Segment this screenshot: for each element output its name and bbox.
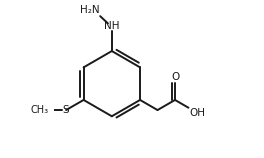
Text: H₂N: H₂N	[80, 5, 100, 15]
Text: CH₃: CH₃	[30, 105, 48, 115]
Text: NH: NH	[104, 21, 120, 31]
Text: S: S	[63, 105, 69, 115]
Text: OH: OH	[189, 109, 205, 118]
Text: O: O	[171, 72, 179, 82]
